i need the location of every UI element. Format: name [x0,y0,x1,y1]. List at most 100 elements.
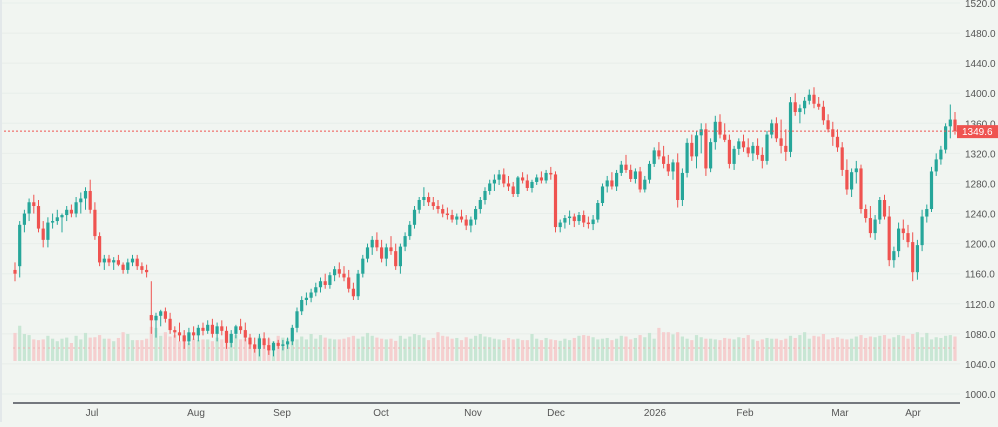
candle-body [300,300,304,312]
candle-body [140,266,144,270]
candle-body [220,326,224,331]
candle-body [46,222,50,240]
candle-body [624,164,628,170]
candle-body [229,333,233,343]
volume-bar [774,338,778,361]
volume-bar [831,337,835,361]
candle-body [206,324,210,331]
candle-body [685,142,689,173]
candle-body [276,342,280,346]
volume-bar [600,338,605,361]
volume-bar [192,338,196,361]
volume-bar [929,339,934,361]
candle-body [18,224,22,267]
candle-body [22,213,26,225]
volume-bar [239,339,243,361]
volume-bar [394,340,398,361]
volume-bar [83,332,88,361]
candle-body [544,172,548,181]
volume-bar [718,340,722,361]
candle-body [826,120,830,130]
volume-bar [770,338,774,361]
candle-body [572,216,576,222]
volume-bar [892,337,896,361]
candle-body [83,190,88,199]
volume-bar [803,332,807,361]
candle-body [765,134,769,161]
candle-body [318,281,323,288]
candle-body [201,327,205,331]
candle-body [506,183,511,187]
volume-bar [549,339,553,361]
volume-bar [79,339,83,361]
time-tick-label: 2026 [644,408,667,419]
volume-bar [953,336,957,361]
candle-body [398,246,402,267]
candle-body [286,341,290,345]
volume-bar [521,340,525,361]
volume-bar [224,338,229,361]
candle-body [267,345,271,351]
volume-bar [36,340,41,361]
candle-body [408,224,412,237]
volume-bar [215,337,219,361]
candle-body [850,172,854,190]
volume-bar [55,341,59,361]
candle-body [807,94,811,101]
candle-body [342,273,346,278]
candle-body [126,262,130,270]
volume-bar [403,338,407,361]
volume-bar [206,339,210,361]
volume-bar [408,336,412,361]
candle-body [892,251,896,261]
volume-bar [163,332,167,361]
volume-bar [253,344,257,361]
volume-bar [572,337,576,361]
candle-body [304,297,308,301]
candle-body [887,216,891,261]
volume-bar [116,337,120,361]
candle-body [159,311,163,316]
price-tick-label: 1080.0 [965,330,996,341]
volume-bar [182,337,186,361]
volume-bar [177,341,182,361]
candle-body [582,215,586,223]
volume-bar [511,339,515,361]
volume-bars [13,325,957,361]
candle-body [779,138,783,146]
price-tick-label: 1520.0 [965,0,996,10]
candle-body [911,242,915,273]
volume-bar [375,337,379,361]
candle-body [337,269,341,274]
volume-bar [65,337,69,361]
time-axis[interactable]: Jul Aug Sep Oct Nov Dec 2026 Feb Mar Apr [86,408,922,419]
time-tick-label: Mar [831,408,849,419]
volume-bar [535,338,539,361]
volume-bar [126,334,130,361]
volume-bar [948,335,952,361]
volume-bar [732,339,736,361]
price-tick-label: 1440.0 [965,59,996,70]
volume-bar [680,336,684,361]
candle-body [727,139,731,164]
volume-bar [906,338,910,361]
volume-bar [807,338,811,361]
candle-body [130,258,135,263]
time-tick-label: Dec [547,408,565,419]
candle-body [516,177,520,194]
candle-body [427,196,431,203]
candle-body [445,213,449,216]
candle-body [74,202,78,214]
candle-body [638,171,642,190]
candle-body [32,202,36,207]
price-axis[interactable]: 1520.0 1480.0 1440.0 1400.0 1360.0 1320.0 1280… [965,0,996,401]
volume-bar [445,336,449,361]
candle-body [168,318,172,331]
candle-body [41,228,45,240]
candle-body [901,228,905,234]
candle-body [356,273,360,297]
candle-body [803,100,807,109]
volume-bar [431,337,435,361]
